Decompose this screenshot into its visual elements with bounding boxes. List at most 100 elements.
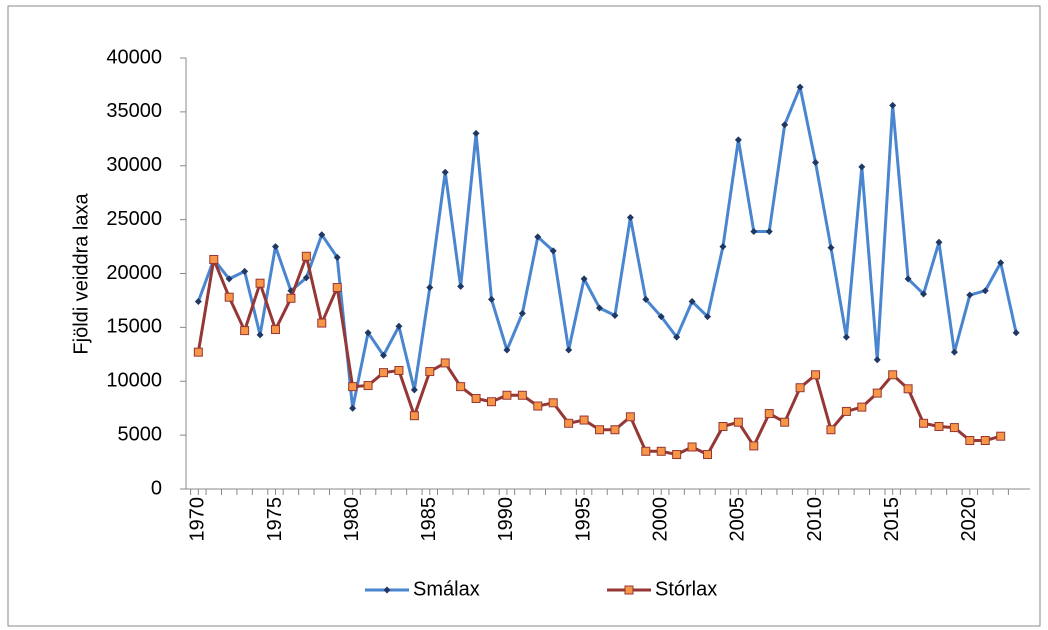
- marker: [317, 318, 327, 328]
- marker: [286, 293, 296, 303]
- marker: [457, 282, 465, 290]
- marker: [610, 425, 620, 435]
- marker: [981, 287, 989, 295]
- marker: [383, 586, 391, 594]
- marker: [733, 417, 743, 427]
- marker: [857, 402, 867, 412]
- x-tick-label: 2010: [804, 497, 826, 542]
- y-tick-label: 0: [151, 477, 162, 499]
- marker: [318, 231, 326, 239]
- y-tick-label: 20000: [106, 262, 162, 284]
- x-tick-label: 1975: [264, 497, 286, 542]
- marker: [765, 227, 773, 235]
- marker: [625, 412, 635, 422]
- y-tick-label: 30000: [106, 154, 162, 176]
- marker: [996, 431, 1006, 441]
- marker: [950, 348, 958, 356]
- marker: [966, 291, 974, 299]
- marker: [502, 390, 512, 400]
- marker: [271, 243, 279, 251]
- marker: [642, 295, 650, 303]
- marker: [919, 418, 929, 428]
- marker: [934, 422, 944, 432]
- marker: [302, 274, 310, 282]
- x-tick-label: 1970: [187, 497, 209, 542]
- marker: [363, 381, 373, 391]
- marker: [780, 417, 790, 427]
- marker: [858, 163, 866, 171]
- marker: [394, 365, 404, 375]
- marker: [595, 425, 605, 435]
- marker: [301, 251, 311, 261]
- marker: [534, 233, 542, 241]
- y-tick-label: 25000: [106, 208, 162, 230]
- marker: [796, 83, 804, 91]
- marker: [194, 298, 202, 306]
- marker: [750, 227, 758, 235]
- x-tick-label: 2000: [650, 497, 672, 542]
- series-line: [196, 85, 1018, 410]
- marker: [225, 275, 233, 283]
- marker: [781, 121, 789, 129]
- marker: [827, 244, 835, 252]
- y-tick-label: 35000: [106, 100, 162, 122]
- marker: [920, 290, 928, 298]
- x-tick-label: 1985: [418, 497, 440, 542]
- marker: [719, 243, 727, 251]
- chart-border: [7, 5, 1041, 627]
- marker: [503, 346, 511, 354]
- marker: [364, 329, 372, 337]
- marker: [565, 346, 573, 354]
- y-tick-label: 15000: [106, 316, 162, 338]
- y-tick-label: 5000: [118, 423, 163, 445]
- marker: [456, 382, 466, 392]
- marker: [842, 333, 850, 341]
- marker: [517, 390, 527, 400]
- marker: [657, 313, 665, 321]
- marker: [488, 295, 496, 303]
- marker: [965, 436, 975, 446]
- x-tick-label: 2015: [881, 497, 903, 542]
- marker: [903, 384, 913, 394]
- x-tick-label: 2020: [958, 497, 980, 542]
- marker: [379, 351, 387, 359]
- marker: [348, 382, 358, 392]
- marker: [487, 397, 497, 407]
- marker: [270, 325, 280, 335]
- marker: [426, 284, 434, 292]
- marker: [596, 304, 604, 312]
- marker: [611, 312, 619, 320]
- marker: [872, 388, 882, 398]
- marker: [441, 168, 449, 176]
- marker: [548, 398, 558, 408]
- marker: [687, 442, 697, 452]
- marker: [410, 386, 418, 394]
- marker: [826, 425, 836, 435]
- marker: [378, 368, 388, 378]
- y-axis-label: Fjöldi veiddra laxa: [70, 193, 92, 355]
- x-tick-label: 2005: [727, 497, 749, 542]
- legend-label: Smálax: [413, 578, 480, 600]
- marker: [980, 436, 990, 446]
- marker: [704, 313, 712, 321]
- marker: [1012, 329, 1020, 337]
- marker: [533, 401, 543, 411]
- marker: [641, 446, 651, 456]
- y-tick-label: 10000: [106, 370, 162, 392]
- marker: [241, 267, 249, 275]
- marker: [409, 411, 419, 421]
- marker: [997, 259, 1005, 267]
- marker: [672, 450, 682, 460]
- marker: [703, 450, 713, 460]
- x-tick-label: 1995: [572, 497, 594, 542]
- marker: [255, 278, 265, 288]
- marker: [734, 136, 742, 144]
- marker: [935, 238, 943, 246]
- marker: [949, 423, 959, 433]
- marker: [764, 409, 774, 419]
- marker: [812, 159, 820, 167]
- marker: [873, 356, 881, 364]
- marker: [549, 247, 557, 255]
